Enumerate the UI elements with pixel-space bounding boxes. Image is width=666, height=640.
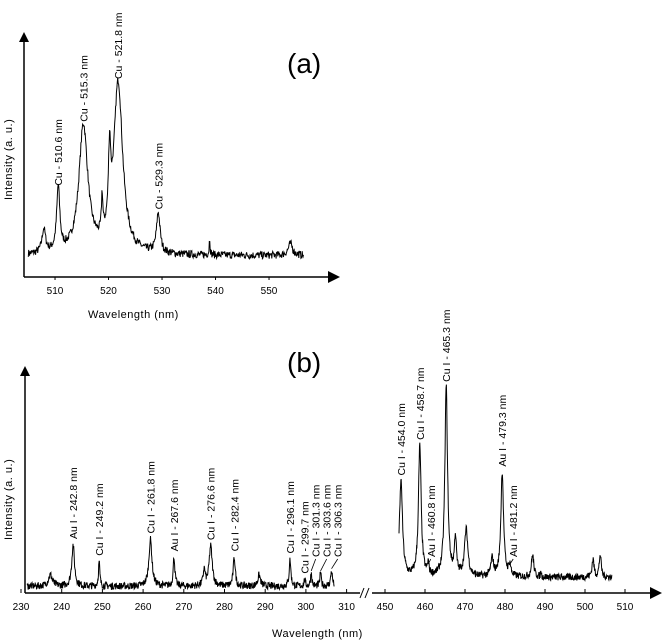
panel-a-x-tick-label: 550 (261, 286, 278, 297)
panel-a-y-arrow-icon (19, 32, 29, 42)
panel-b-x-tick-label: 290 (257, 602, 274, 613)
panel-b-peak-label: Au I - 267.6 nm (169, 479, 181, 551)
panel-a-x-tick-label: 530 (154, 286, 171, 297)
panel-b-label: (b) (287, 347, 321, 378)
panel-b-peak-label: Au I - 242.8 nm (68, 467, 80, 539)
panel-b-peak-label: Cu I - 454.0 nm (396, 403, 408, 476)
panel-a-spectrum-line (27, 77, 304, 261)
panel-b-peak-label: Cu I - 299.7 nm (300, 501, 312, 574)
panel-b-x-tick-label: 240 (53, 602, 70, 613)
panel-b-peak-label: Cu I - 261.8 nm (145, 461, 157, 534)
panel-a-y-axis-label: Intensity (a. u.) (3, 119, 15, 200)
panel-b-peak-label: Cu I - 282.4 nm (229, 479, 241, 552)
panel-b-x-tick-label: 470 (457, 602, 474, 613)
panel-b-peak-label: Cu I - 458.7 nm (415, 367, 427, 440)
panel-b-x-tick-label: 260 (135, 602, 152, 613)
panel-a-x-tick-label: 520 (100, 286, 117, 297)
panel-a-peak-label: Cu - 521.8 nm (113, 12, 125, 79)
panel-a-x-tick-label: 510 (47, 286, 64, 297)
panel-b-peak-leader-line (331, 558, 339, 569)
panel-a-x-arrow-icon (328, 271, 340, 283)
panel-b-x-tick-label: 490 (537, 602, 554, 613)
panel-b-axis-break-mark (364, 587, 370, 599)
panel-b-x-tick-label: 500 (577, 602, 594, 613)
panel-b-peak-leader-line (509, 558, 514, 565)
panel-b-x-tick-label: 450 (377, 602, 394, 613)
panel-b-peak-leader-line (310, 558, 317, 572)
panel-b-peak-label: Cu I - 249.2 nm (94, 483, 106, 556)
panel-b-peak-label: Au I - 481.2 nm (508, 485, 520, 557)
panel-b-y-arrow-icon (20, 366, 30, 376)
panel-b-x-tick-label: 230 (13, 602, 30, 613)
panel-b-peak-leader-line (427, 558, 432, 565)
panel-a-peak-label: Cu - 515.3 nm (78, 55, 90, 122)
panel-b-x-tick-label: 270 (175, 602, 192, 613)
panel-b-x-tick-label: 460 (417, 602, 434, 613)
panel-b-spectrum-line (26, 535, 335, 592)
panel-b-x-arrow-icon (650, 587, 662, 599)
panel-b-peak-label: Cu I - 276.6 nm (206, 468, 218, 541)
panel-b-peak-label: Cu I - 296.1 nm (285, 481, 297, 554)
panel-a-x-tick-label: 540 (207, 286, 224, 297)
panel-b-x-tick-label: 510 (617, 602, 634, 613)
panel-b-peak-label: Cu I - 301.3 nm (311, 484, 323, 557)
panel-a-x-axis-label: Wavelength (nm) (88, 309, 179, 321)
panel-b-peak-label: Au I - 479.3 nm (497, 395, 509, 467)
panel-a: (a) Wavelength (nm) Intensity (a. u.) 51… (3, 12, 340, 321)
panel-b-peak-label: Cu I - 306.3 nm (333, 484, 345, 557)
panel-a-peak-label: Cu - 510.6 nm (53, 119, 65, 186)
panel-b-x-tick-label: 310 (338, 602, 355, 613)
panel-a-peak-label: Cu - 529.3 nm (153, 143, 165, 210)
panel-b-x-tick-label: 480 (497, 602, 514, 613)
panel-b-axis-break-mark (359, 587, 365, 599)
panel-b-peak-leader-line (320, 558, 328, 572)
panel-b-peak-label: Cu I - 465.3 nm (441, 309, 453, 382)
panel-b-y-axis-label: Intensity (a. u.) (3, 459, 15, 540)
panel-b-x-tick-label: 250 (94, 602, 111, 613)
panel-a-label: (a) (287, 48, 321, 79)
panel-b-peak-label: Au I - 460.8 nm (426, 485, 438, 557)
panel-b-x-tick-label: 280 (216, 602, 233, 613)
panel-b-peak-label: Cu I - 303.6 nm (322, 484, 334, 557)
panel-b-x-tick-label: 300 (298, 602, 315, 613)
panel-b: (b) Wavelength (nm) Intensity (a. u.) 23… (3, 309, 662, 640)
panel-b-spectrum-line (398, 384, 613, 582)
panel-b-x-axis-label: Wavelength (nm) (272, 628, 363, 640)
